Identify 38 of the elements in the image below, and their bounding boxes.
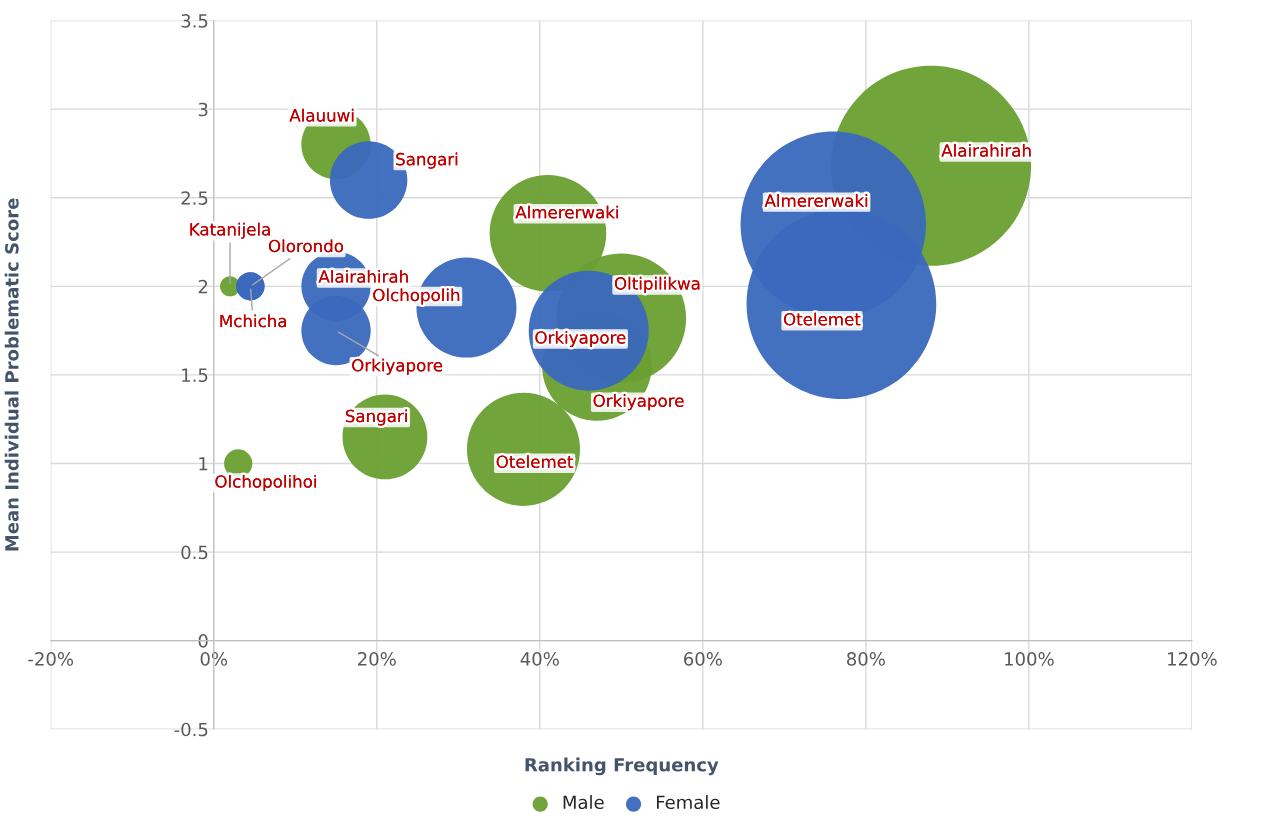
data-label: Almererwaki bbox=[764, 194, 868, 207]
data-label: Sangari bbox=[345, 409, 407, 426]
legend-label: Female bbox=[656, 795, 720, 810]
y-tick-label: 0.5 bbox=[181, 545, 208, 560]
data-label: Otelemet bbox=[783, 312, 861, 326]
data-label: Olorondo bbox=[268, 239, 344, 253]
x-tick-label: 60% bbox=[684, 652, 722, 666]
x-tick-label: 20% bbox=[358, 652, 396, 666]
legend-label: Male bbox=[563, 795, 604, 810]
data-label: Orkiyapore bbox=[593, 394, 684, 411]
data-label: Almererwaki bbox=[515, 205, 618, 219]
data-label: Alairahirah bbox=[318, 269, 408, 283]
y-tick-label: 2.5 bbox=[181, 191, 208, 205]
x-tick-label: -20% bbox=[28, 652, 74, 666]
y-tick-label: 3.5 bbox=[181, 14, 208, 28]
y-axis-title: Mean Individual Problematic Score bbox=[4, 198, 19, 551]
data-label: Orkiyapore bbox=[535, 330, 626, 348]
data-label: Olchopolih bbox=[373, 288, 460, 305]
data-label: Alauuwi bbox=[289, 108, 354, 122]
y-tick-label: 2 bbox=[198, 279, 208, 294]
x-tick-label: 0% bbox=[200, 652, 228, 666]
x-tick-label: 80% bbox=[847, 652, 885, 666]
y-tick-label: 3 bbox=[198, 102, 208, 117]
y-tick-label: 1 bbox=[199, 457, 208, 471]
data-label: Orkiyapore bbox=[352, 358, 443, 375]
data-label: Olchopolihoi bbox=[215, 474, 316, 492]
y-tick-label: 1.5 bbox=[182, 368, 208, 383]
data-label: Alairahirah bbox=[941, 143, 1031, 157]
x-axis-title: Ranking Frequency bbox=[525, 757, 719, 776]
data-label: Otelemet bbox=[496, 455, 574, 469]
x-tick-label: 40% bbox=[520, 652, 559, 666]
x-tick-label: 120% bbox=[1168, 652, 1217, 666]
data-label: Katanijela bbox=[190, 222, 270, 239]
x-tick-label: 100% bbox=[1005, 652, 1054, 666]
data-label: Mchicha bbox=[220, 314, 287, 328]
y-tick-label: -0.5 bbox=[174, 722, 208, 737]
data-label: Oltipilikwa bbox=[614, 276, 700, 293]
data-label: Sangari bbox=[396, 152, 458, 169]
